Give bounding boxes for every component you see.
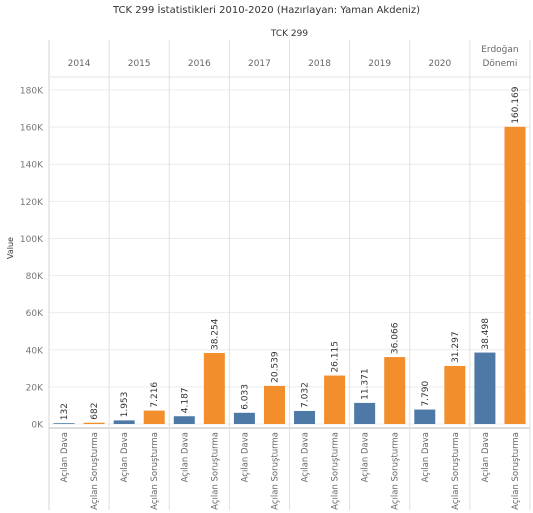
y-tick-label: 120K: [20, 198, 44, 208]
y-tick-label: 180K: [20, 87, 44, 97]
y-tick-label: 100K: [20, 235, 44, 245]
y-tick-label: 140K: [20, 161, 44, 171]
data-label: 31.297: [451, 331, 461, 363]
data-label: 4.187: [180, 387, 190, 413]
y-tick-label: 0K: [31, 421, 44, 431]
bar-sorusturma: [444, 365, 466, 424]
series-tick-label: Açılan Dava: [240, 432, 250, 482]
data-label: 26.115: [331, 341, 341, 373]
category-label: 2018: [308, 59, 331, 69]
bar-dava: [474, 352, 496, 424]
data-label: 11.371: [361, 368, 371, 400]
y-tick-label: 40K: [26, 346, 44, 356]
series-tick-label: Açılan Soruşturma: [270, 432, 280, 510]
bar-sorusturma: [83, 422, 105, 424]
bar-dava: [294, 410, 316, 424]
data-label: 36.066: [391, 322, 401, 354]
bar-sorusturma: [384, 357, 406, 424]
series-tick-label: Açılan Dava: [120, 432, 130, 482]
bar-sorusturma: [324, 375, 346, 424]
series-tick-label: Açılan Soruşturma: [511, 432, 521, 510]
bar-dava: [233, 412, 255, 424]
category-label: Erdoğan: [481, 45, 518, 55]
bar-sorusturma: [504, 126, 526, 425]
series-tick-label: Açılan Soruşturma: [150, 432, 160, 510]
data-label: 682: [90, 403, 100, 420]
series-tick-label: Açılan Soruşturma: [451, 432, 461, 510]
series-tick-label: Açılan Soruşturma: [210, 432, 220, 510]
data-label: 20.539: [270, 351, 280, 383]
data-label: 6.033: [240, 384, 250, 410]
y-tick-label: 20K: [26, 383, 44, 393]
data-label: 132: [60, 403, 70, 420]
bar-dava: [113, 420, 135, 424]
series-tick-label: Açılan Dava: [361, 432, 371, 482]
category-label: 2017: [248, 59, 271, 69]
series-tick-label: Açılan Dava: [180, 432, 190, 482]
data-label: 1.953: [120, 392, 130, 418]
category-label: 2019: [368, 59, 391, 69]
series-tick-label: Açılan Dava: [481, 432, 491, 482]
bar-dava: [354, 402, 376, 424]
chart-title: TCK 299 İstatistikleri 2010-2020 (Hazırl…: [113, 5, 420, 16]
y-tick-label: 160K: [20, 124, 44, 134]
data-label: 38.254: [210, 318, 220, 350]
data-label: 160.169: [511, 86, 521, 123]
data-label: 7.216: [150, 382, 160, 408]
bar-dava: [414, 409, 436, 424]
y-axis-label: Value: [6, 237, 15, 259]
data-label: 7.032: [301, 382, 311, 408]
category-label: 2020: [428, 59, 451, 69]
series-tick-label: Açılan Soruşturma: [391, 432, 401, 510]
data-label: 38.498: [481, 318, 491, 350]
bar-sorusturma: [263, 385, 285, 424]
bar-sorusturma: [203, 353, 225, 424]
series-tick-label: Açılan Soruşturma: [90, 432, 100, 510]
category-label: 2016: [188, 59, 211, 69]
bar-dava: [53, 423, 75, 424]
series-tick-label: Açılan Dava: [421, 432, 431, 482]
column-header: TCK 299: [270, 29, 308, 39]
category-label: Dönemi: [482, 59, 517, 69]
bar-sorusturma: [143, 410, 165, 424]
series-tick-label: Açılan Dava: [60, 432, 70, 482]
y-tick-label: 60K: [26, 309, 44, 319]
y-tick-label: 80K: [26, 272, 44, 282]
series-tick-label: Açılan Dava: [301, 432, 311, 482]
category-label: 2014: [68, 59, 91, 69]
series-tick-label: Açılan Soruşturma: [331, 432, 341, 510]
category-label: 2015: [128, 59, 151, 69]
data-label: 7.790: [421, 381, 431, 407]
bar-dava: [173, 416, 195, 424]
